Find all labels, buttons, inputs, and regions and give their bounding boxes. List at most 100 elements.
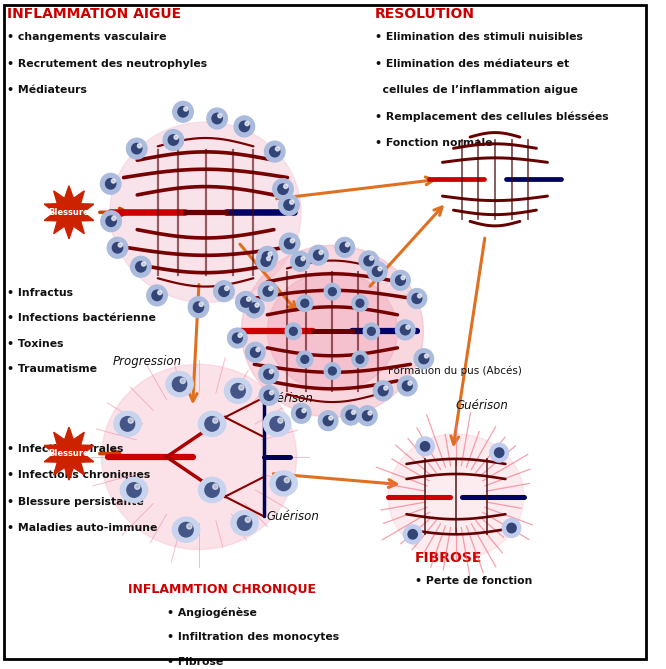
Ellipse shape	[112, 216, 116, 221]
Ellipse shape	[166, 372, 193, 397]
Ellipse shape	[346, 243, 350, 247]
Ellipse shape	[241, 297, 251, 307]
Ellipse shape	[408, 530, 418, 539]
Ellipse shape	[407, 288, 427, 308]
Ellipse shape	[257, 246, 278, 268]
Text: • Toxines: • Toxines	[7, 339, 64, 349]
Ellipse shape	[278, 418, 283, 423]
Ellipse shape	[158, 290, 162, 294]
Ellipse shape	[163, 130, 184, 151]
Ellipse shape	[180, 378, 185, 383]
Ellipse shape	[356, 299, 364, 307]
Ellipse shape	[256, 348, 260, 352]
Ellipse shape	[270, 147, 280, 157]
Ellipse shape	[193, 302, 204, 312]
Ellipse shape	[328, 288, 336, 296]
Ellipse shape	[231, 383, 245, 398]
Text: • Fonction normale: • Fonction normale	[375, 138, 492, 149]
Ellipse shape	[142, 262, 146, 266]
Ellipse shape	[329, 416, 333, 420]
Ellipse shape	[279, 195, 299, 215]
Text: • Infections chroniques: • Infections chroniques	[7, 470, 151, 480]
Ellipse shape	[301, 299, 308, 307]
Ellipse shape	[296, 295, 313, 312]
Ellipse shape	[179, 522, 193, 537]
Ellipse shape	[107, 237, 128, 258]
Ellipse shape	[398, 376, 417, 396]
Ellipse shape	[255, 303, 259, 307]
Ellipse shape	[186, 524, 192, 529]
Ellipse shape	[205, 417, 219, 431]
Ellipse shape	[245, 517, 250, 522]
Ellipse shape	[420, 442, 430, 451]
Ellipse shape	[401, 276, 405, 280]
Ellipse shape	[219, 286, 229, 296]
Text: • Elimination des médiateurs et: • Elimination des médiateurs et	[375, 59, 569, 69]
Ellipse shape	[301, 355, 308, 363]
Ellipse shape	[404, 525, 422, 544]
Ellipse shape	[131, 256, 151, 277]
Ellipse shape	[224, 378, 252, 403]
Ellipse shape	[259, 365, 278, 384]
Ellipse shape	[172, 377, 186, 391]
Text: INFLAMMTION CHRONIQUE: INFLAMMTION CHRONIQUE	[127, 583, 316, 595]
Ellipse shape	[408, 381, 412, 385]
Text: • changements vasculaire: • changements vasculaire	[7, 32, 166, 42]
Ellipse shape	[290, 239, 294, 243]
Ellipse shape	[502, 518, 521, 537]
Ellipse shape	[264, 141, 285, 162]
Ellipse shape	[110, 122, 301, 302]
Text: • Elimination des stimuli nuisibles: • Elimination des stimuli nuisibles	[375, 32, 583, 42]
Ellipse shape	[285, 323, 302, 340]
Ellipse shape	[266, 257, 270, 261]
Ellipse shape	[241, 246, 424, 417]
Ellipse shape	[111, 179, 115, 183]
Ellipse shape	[239, 121, 250, 132]
Ellipse shape	[264, 391, 274, 400]
Ellipse shape	[212, 113, 222, 124]
Ellipse shape	[328, 367, 336, 375]
Ellipse shape	[198, 478, 226, 502]
Ellipse shape	[101, 211, 121, 231]
Ellipse shape	[218, 114, 222, 118]
Text: cellules de l’inflammation aigue: cellules de l’inflammation aigue	[375, 86, 577, 95]
Ellipse shape	[268, 286, 272, 290]
Ellipse shape	[414, 349, 434, 369]
Ellipse shape	[258, 282, 278, 301]
Ellipse shape	[391, 270, 410, 290]
Text: • Fibrose: • Fibrose	[166, 657, 223, 667]
Text: RESOLUTION: RESOLUTION	[375, 7, 475, 21]
Ellipse shape	[101, 365, 296, 549]
Ellipse shape	[356, 355, 364, 363]
Ellipse shape	[172, 102, 193, 122]
Ellipse shape	[228, 328, 247, 348]
Ellipse shape	[352, 411, 356, 414]
Ellipse shape	[368, 327, 376, 335]
Ellipse shape	[279, 233, 300, 254]
Ellipse shape	[205, 483, 219, 497]
Ellipse shape	[137, 144, 141, 148]
Ellipse shape	[284, 238, 295, 249]
Text: • Infections virales: • Infections virales	[7, 444, 124, 454]
Ellipse shape	[301, 257, 305, 261]
Ellipse shape	[296, 256, 305, 266]
Ellipse shape	[207, 108, 227, 129]
Ellipse shape	[188, 297, 208, 318]
Ellipse shape	[168, 135, 178, 145]
Ellipse shape	[362, 411, 372, 421]
Text: Guérison: Guérison	[260, 392, 313, 405]
Ellipse shape	[198, 411, 226, 436]
Text: • Infiltration des monocytes: • Infiltration des monocytes	[166, 632, 338, 642]
Ellipse shape	[507, 523, 516, 533]
Ellipse shape	[224, 286, 228, 290]
Ellipse shape	[246, 297, 250, 301]
Ellipse shape	[261, 256, 271, 266]
Ellipse shape	[290, 200, 294, 204]
Ellipse shape	[384, 386, 388, 390]
Ellipse shape	[174, 135, 178, 139]
Text: • Remplacement des cellules bléssées: • Remplacement des cellules bléssées	[375, 112, 608, 122]
Ellipse shape	[263, 286, 273, 296]
Ellipse shape	[370, 256, 374, 260]
Ellipse shape	[105, 179, 116, 189]
Ellipse shape	[290, 252, 310, 271]
